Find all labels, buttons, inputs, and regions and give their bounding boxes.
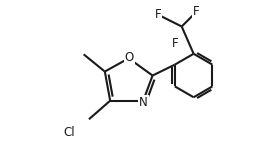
Text: N: N — [139, 96, 148, 109]
Text: F: F — [172, 37, 178, 50]
Text: Cl: Cl — [63, 126, 75, 139]
Text: F: F — [155, 8, 161, 21]
Text: F: F — [193, 5, 200, 18]
Text: O: O — [125, 51, 134, 64]
